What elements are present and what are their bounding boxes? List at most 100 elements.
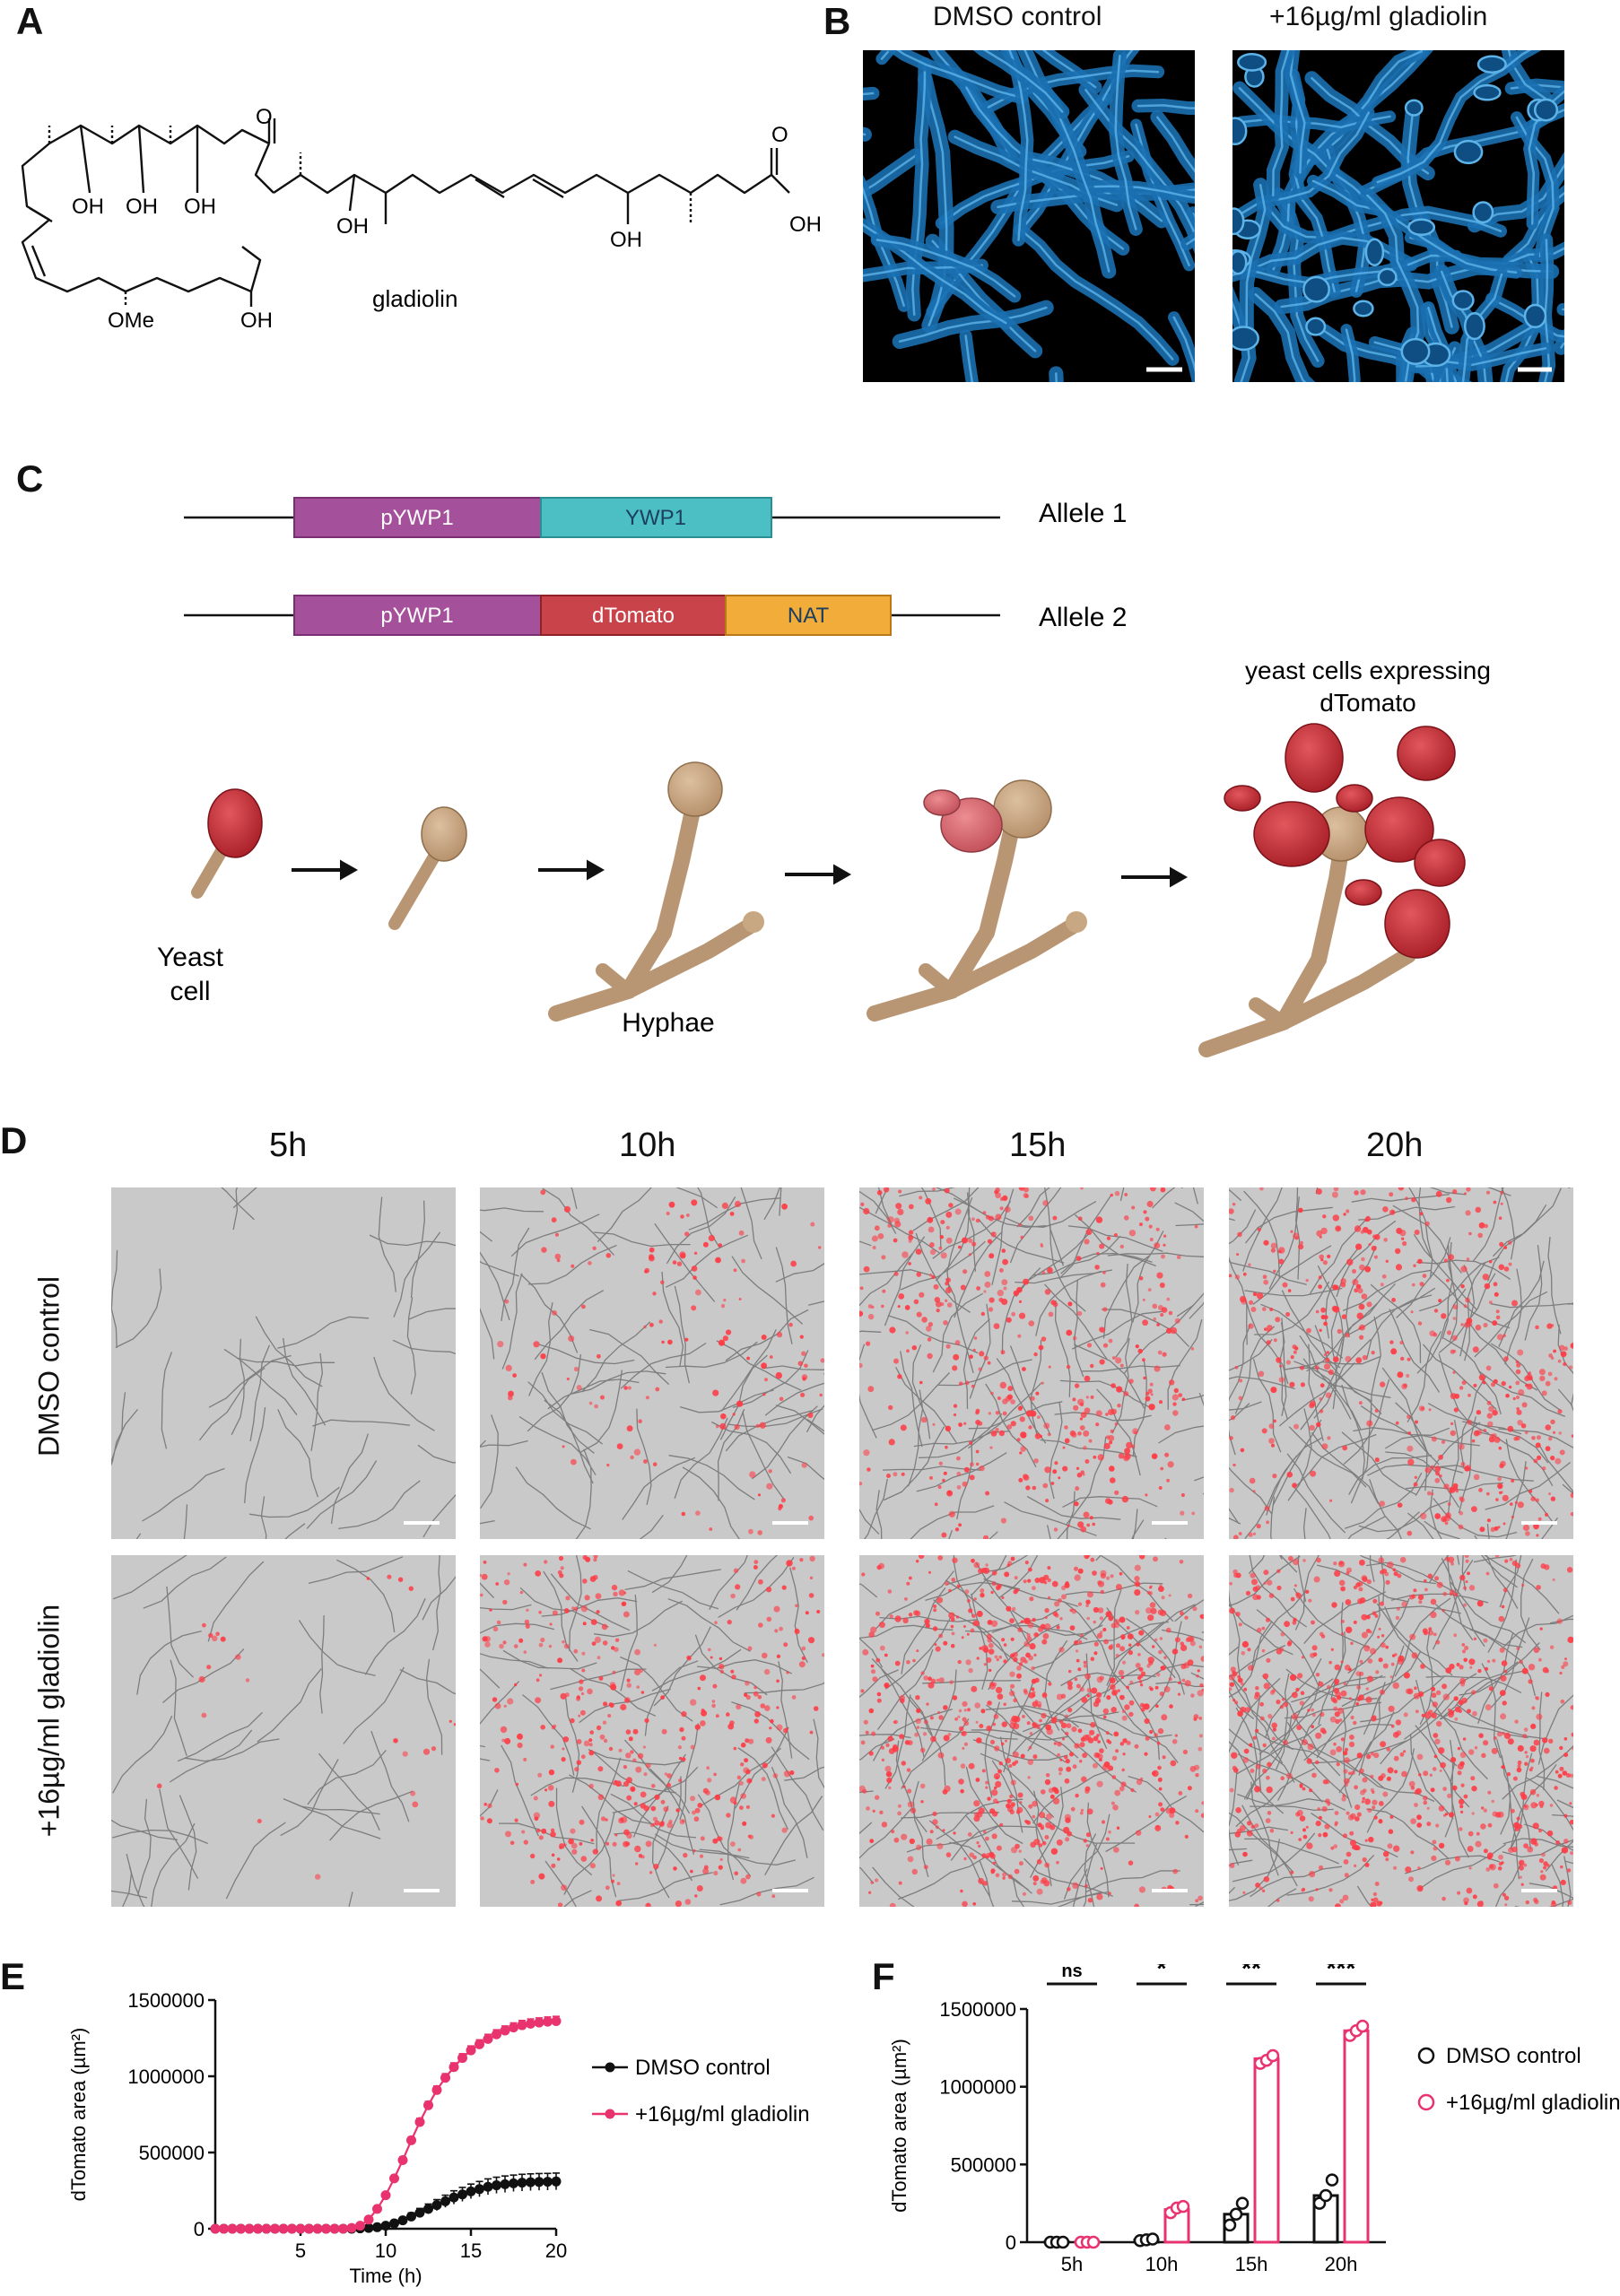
data-point — [1176, 2199, 1190, 2213]
panel-letter-b: B — [823, 0, 851, 42]
data-point — [500, 2179, 510, 2189]
data-point — [517, 2020, 527, 2031]
y-axis-label: dTomato area (µm²) — [67, 2028, 90, 2202]
oh-label-6: OH — [789, 213, 822, 237]
data-point — [509, 2178, 518, 2188]
data-point — [287, 2223, 297, 2234]
panel-c-constructs: pYWP1 YWP1 Allele 1 pYWP1 dTomato NAT Al… — [184, 497, 1127, 636]
data-point — [1355, 2019, 1370, 2033]
data-point — [440, 2073, 450, 2083]
oh-label-1: OH — [72, 195, 104, 219]
data-point — [457, 2053, 467, 2064]
data-point — [1235, 2196, 1250, 2210]
allele1-ywp1-box — [540, 497, 772, 538]
bar — [1343, 2029, 1370, 2244]
hyphae-label: Hyphae — [622, 1008, 714, 1038]
category-label: 10h — [1145, 2253, 1179, 2275]
panel-f-chart: 0 500000 1000000 1500000 dTomato area (µm²) 5… — [888, 1964, 1620, 2275]
carbonyl-o-label: O — [256, 105, 273, 129]
data-point — [372, 2222, 382, 2232]
data-point — [253, 2223, 263, 2234]
data-point — [219, 2223, 229, 2234]
data-point — [406, 2211, 416, 2222]
data-point — [1056, 2235, 1070, 2249]
time-label-15h: 15h — [1009, 1126, 1067, 1164]
x-tick-label: 5 — [295, 2239, 306, 2262]
micrograph-5h-row1 — [111, 1187, 456, 1539]
data-point — [500, 2025, 510, 2036]
panel-b-left-title: DMSO control — [933, 2, 1102, 31]
data-point — [244, 2223, 255, 2234]
data-point — [1266, 2048, 1280, 2063]
oh-label-4: OH — [336, 214, 369, 239]
micrograph-15h-row1 — [859, 1187, 1204, 1539]
data-point — [380, 2190, 391, 2201]
x-tick-label: 20 — [545, 2239, 567, 2262]
data-point — [526, 2177, 536, 2187]
data-point — [1223, 2218, 1237, 2232]
micrograph-10h-row1 — [480, 1187, 824, 1539]
data-point — [483, 2033, 493, 2044]
y-tick-label: 0 — [194, 2218, 205, 2240]
data-point — [1145, 2232, 1160, 2246]
data-point — [372, 2204, 382, 2214]
hyphae-budding-icon — [867, 779, 1087, 1022]
ome-label: OMe — [108, 309, 154, 333]
data-point — [449, 2062, 459, 2073]
data-point — [389, 2173, 399, 2184]
data-point — [534, 2177, 544, 2187]
series-0 — [210, 2172, 562, 2234]
data-point — [236, 2223, 246, 2234]
data-point — [1086, 2235, 1101, 2249]
bar — [1253, 2057, 1280, 2244]
time-label-5h: 5h — [269, 1126, 308, 1164]
category-label: 15h — [1235, 2253, 1268, 2275]
micrograph-10h-row2 — [480, 1555, 824, 1907]
y-tick-label: 500000 — [139, 2142, 205, 2164]
data-point — [543, 2016, 553, 2027]
data-point — [1319, 2188, 1333, 2203]
allele2-nat-label: NAT — [788, 604, 830, 628]
allele2-pywp1-label: pYWP1 — [380, 604, 453, 628]
allele2-nat-box — [725, 595, 892, 636]
data-point — [551, 2015, 562, 2026]
time-label-20h: 20h — [1366, 1126, 1424, 1164]
gladiolin-structure: O O OH OH OH OH OH OH OH OMe gladiolin — [21, 105, 822, 333]
y-tick-label: 500000 — [951, 2153, 1016, 2176]
panel-letter-a: A — [16, 0, 44, 42]
y-tick-label: 1000000 — [127, 2066, 205, 2088]
data-point — [543, 2177, 553, 2187]
data-point — [346, 2222, 357, 2233]
data-point — [475, 2039, 484, 2049]
data-point — [1229, 2207, 1243, 2222]
oh-label-5: OH — [610, 228, 642, 252]
allele1-label: Allele 1 — [1039, 499, 1127, 528]
data-point — [278, 2223, 289, 2234]
row-label-gladiolin: +16µg/ml gladiolin — [32, 1604, 65, 1838]
allele2-dtomato-box — [540, 595, 727, 636]
compound-name: gladiolin — [372, 285, 457, 312]
significance-label: ** — [1241, 1964, 1261, 1982]
y-tick-label: 1500000 — [127, 1989, 205, 2012]
data-point — [551, 2176, 562, 2187]
time-label-10h: 10h — [619, 1126, 676, 1164]
legend-label: DMSO control — [1446, 2044, 1581, 2068]
y-tick-label: 1000000 — [939, 2076, 1016, 2099]
hyphae-icon — [548, 761, 764, 1022]
panel-b-right-title: +16µg/ml gladiolin — [1269, 2, 1488, 31]
panel-letter-d: D — [0, 1119, 28, 1161]
panel-e-chart: 0 500000 1000000 1500000 5 10 15 20 Time (h) dTom… — [67, 1989, 810, 2287]
panel-letter-c: C — [16, 457, 44, 500]
hyphae-yeast-cluster-icon — [1198, 723, 1466, 1057]
data-point — [295, 2223, 306, 2234]
series-1 — [210, 2015, 562, 2234]
x-axis-label: Time (h) — [349, 2265, 422, 2287]
data-point — [321, 2223, 331, 2234]
data-point — [338, 2223, 348, 2234]
arrows — [292, 859, 1189, 888]
micrograph-20h-row1 — [1229, 1187, 1573, 1539]
allele2-dtomato-label: dTomato — [592, 604, 675, 628]
data-point — [423, 2204, 433, 2214]
germ-tube-icon — [388, 806, 467, 930]
expressing-label-line2: dTomato — [1320, 689, 1415, 717]
